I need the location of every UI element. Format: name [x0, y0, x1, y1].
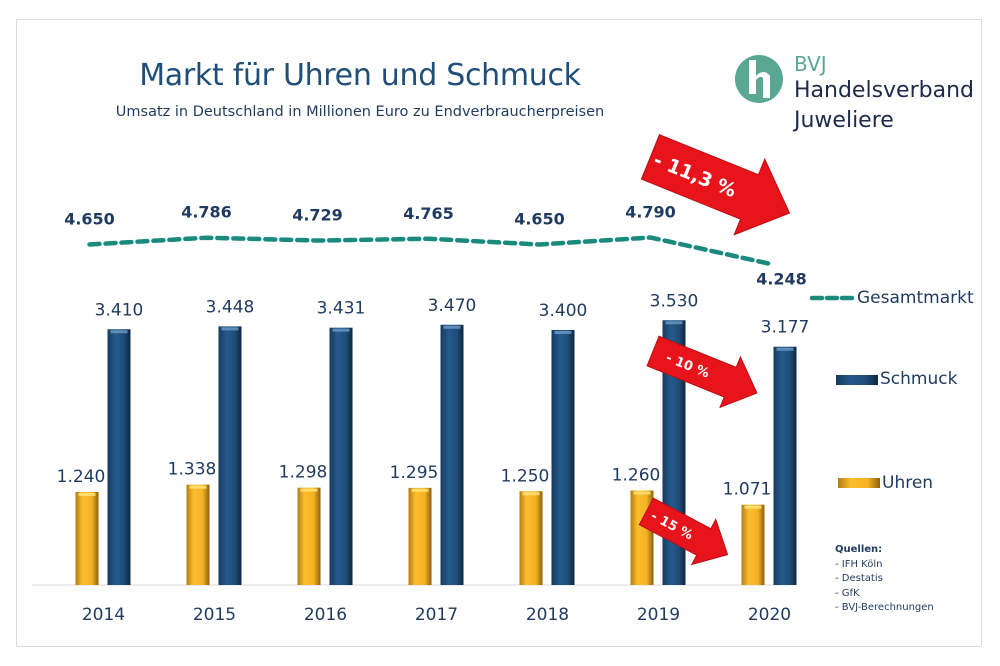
bar-highlight: [443, 325, 461, 329]
legend-label-uhren: Uhren: [882, 473, 934, 493]
bar-schmuck-2016: [329, 327, 353, 585]
bar-uhren-2018: [519, 491, 543, 585]
sources-heading: Quellen:: [835, 544, 883, 555]
x-tick-label: 2014: [82, 605, 125, 625]
data-label-schmuck: 3.177: [761, 318, 810, 338]
bar-schmuck-2015: [218, 326, 242, 585]
logo-juweliere: Juweliere: [794, 108, 894, 133]
sources-block: Quellen: - IFH Köln - Destatis - GfK - B…: [835, 543, 934, 616]
red-arrow-shape: [638, 497, 729, 566]
bar-schmuck-2017: [440, 324, 464, 585]
red-arrow-shape: [640, 134, 791, 236]
bar-highlight: [300, 488, 318, 492]
x-tick-label: 2020: [748, 605, 791, 625]
bar-highlight: [78, 493, 96, 496]
bar-highlight: [744, 505, 762, 509]
bar-uhren-2016: [297, 487, 321, 585]
bar-highlight: [554, 331, 572, 334]
bar-highlight: [776, 347, 794, 351]
data-label-uhren: 1.240: [57, 467, 106, 487]
bar-highlight: [411, 488, 429, 492]
data-label-gesamtmarkt: 4.765: [403, 204, 454, 223]
data-label-uhren: 1.338: [168, 460, 217, 480]
data-label-gesamtmarkt: 4.729: [292, 206, 343, 225]
data-label-gesamtmarkt: 4.650: [514, 210, 565, 229]
red-arrow-shape: [646, 335, 758, 409]
logo-handelsverband: Handelsverband: [794, 78, 974, 103]
legend-marker-uhren: [838, 478, 880, 488]
data-label-schmuck: 3.431: [317, 299, 366, 319]
bvj-h-logo-icon: [735, 55, 783, 103]
data-label-gesamtmarkt: 4.790: [625, 203, 676, 222]
data-label-uhren: 1.295: [390, 463, 439, 483]
bar-highlight: [522, 492, 540, 496]
data-label-gesamtmarkt: 4.786: [181, 203, 232, 222]
arrow-gesamtmarkt-change: - 11,3 %: [640, 134, 791, 236]
bar-highlight: [633, 491, 651, 495]
legend-marker-schmuck: [836, 375, 878, 385]
source-item: - BVJ-Berechnungen: [835, 602, 934, 613]
bar-uhren-2014: [75, 492, 99, 585]
logo-bvj: BVJ: [794, 52, 827, 76]
data-label-uhren: 1.250: [501, 466, 550, 486]
data-label-uhren: 1.071: [723, 480, 772, 500]
chart-title: Markt für Uhren und Schmuck: [139, 58, 581, 93]
legend-label-schmuck: Schmuck: [880, 369, 958, 389]
bar-uhren-2015: [186, 484, 210, 585]
x-tick-label: 2019: [637, 605, 680, 625]
x-tick-label: 2016: [304, 605, 347, 625]
data-label-gesamtmarkt: 4.248: [756, 270, 807, 289]
data-label-uhren: 1.298: [279, 463, 328, 483]
bar-uhren-2017: [408, 487, 432, 585]
source-item: - Destatis: [835, 573, 883, 584]
data-label-schmuck: 3.400: [539, 301, 588, 321]
data-label-schmuck: 3.448: [206, 297, 255, 317]
data-label-schmuck: 3.470: [428, 296, 477, 316]
legend-label-gesamtmarkt: Gesamtmarkt: [857, 288, 974, 308]
x-tick-label: 2015: [193, 605, 236, 625]
bar-schmuck-2020: [773, 346, 797, 585]
arrow-schmuck-change: - 10 %: [646, 335, 758, 409]
chart-frame: [16, 19, 982, 647]
source-item: - IFH Köln: [835, 558, 883, 570]
bar-highlight: [221, 327, 239, 331]
data-label-uhren: 1.260: [612, 466, 661, 486]
x-tick-label: 2018: [526, 605, 569, 625]
bar-highlight: [665, 321, 683, 325]
line-gesamtmarkt: [87, 235, 776, 267]
bar-highlight: [110, 330, 128, 334]
bar-uhren-2020: [741, 504, 765, 585]
source-item: - GfK: [835, 587, 860, 599]
data-label-schmuck: 3.410: [95, 300, 144, 320]
bar-highlight: [332, 328, 350, 332]
bar-schmuck-2018: [551, 330, 575, 585]
data-label-gesamtmarkt: 4.650: [64, 210, 115, 229]
bar-schmuck-2014: [107, 329, 131, 585]
chart-subtitle: Umsatz in Deutschland in Millionen Euro …: [115, 104, 605, 120]
data-label-schmuck: 3.530: [650, 291, 699, 311]
bar-highlight: [189, 485, 207, 489]
x-tick-label: 2017: [415, 605, 458, 625]
